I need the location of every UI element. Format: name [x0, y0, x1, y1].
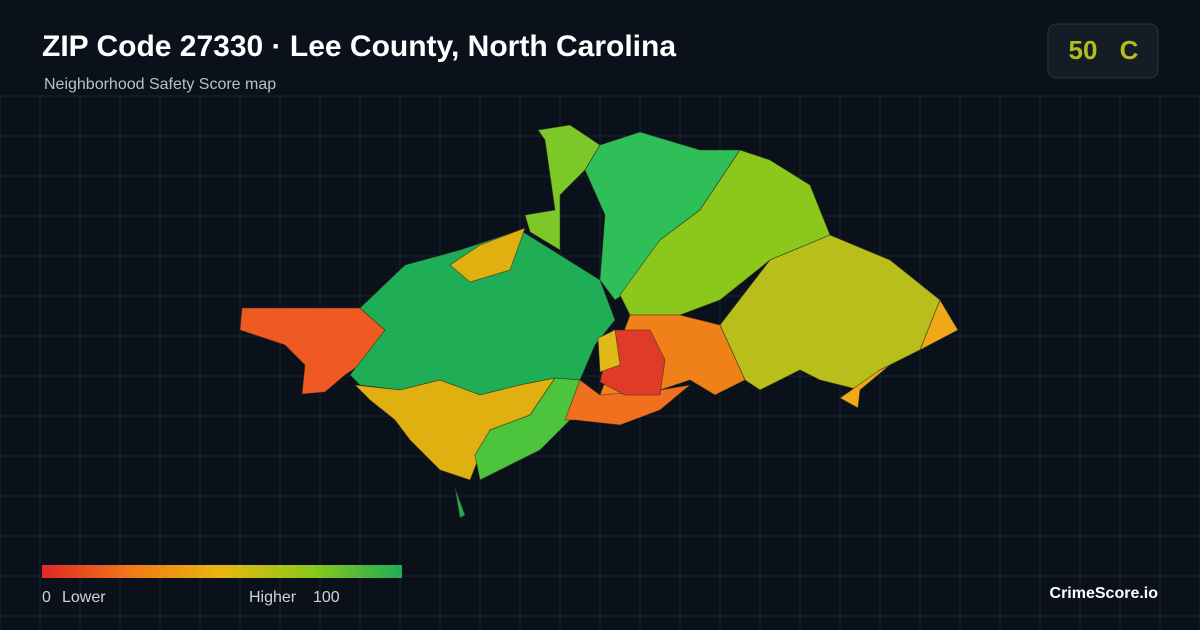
score-value: 50: [1069, 35, 1098, 65]
region: [454, 487, 466, 519]
title: ZIP Code 27330 · Lee County, North Carol…: [42, 30, 676, 63]
legend-scale: [42, 565, 402, 578]
region: [449, 227, 526, 283]
legend-max-label: Higher: [249, 589, 297, 606]
score-badge: [1047, 23, 1159, 79]
region: [524, 124, 601, 251]
region: [839, 299, 959, 409]
legend-min-label: Lower: [62, 589, 106, 606]
zip-map: [239, 124, 959, 519]
brand: CrimeScore.io: [1050, 585, 1159, 602]
subtitle: Neighborhood Safety Score map: [44, 76, 276, 93]
score-grade: C: [1120, 35, 1139, 65]
legend-min: 0: [42, 589, 51, 606]
region: [597, 329, 621, 373]
legend-max: 100: [313, 589, 340, 606]
region: [619, 149, 831, 316]
